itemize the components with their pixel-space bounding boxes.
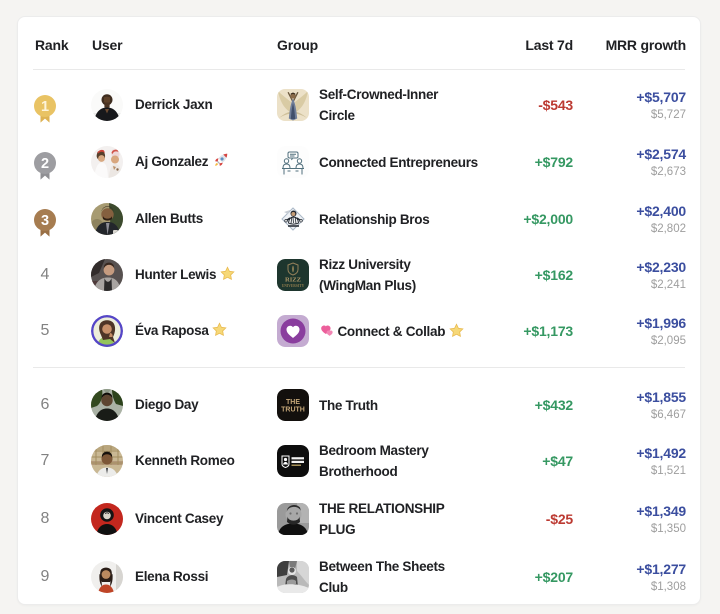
svg-text:UNIVERSITY: UNIVERSITY: [282, 284, 305, 288]
svg-text:TRUTH: TRUTH: [281, 407, 305, 414]
svg-text:2: 2: [41, 156, 49, 172]
svg-text:3: 3: [41, 213, 49, 229]
svg-text:1: 1: [41, 99, 49, 115]
svg-text:RIZZ: RIZZ: [285, 277, 302, 284]
svg-text:THE: THE: [286, 399, 300, 406]
